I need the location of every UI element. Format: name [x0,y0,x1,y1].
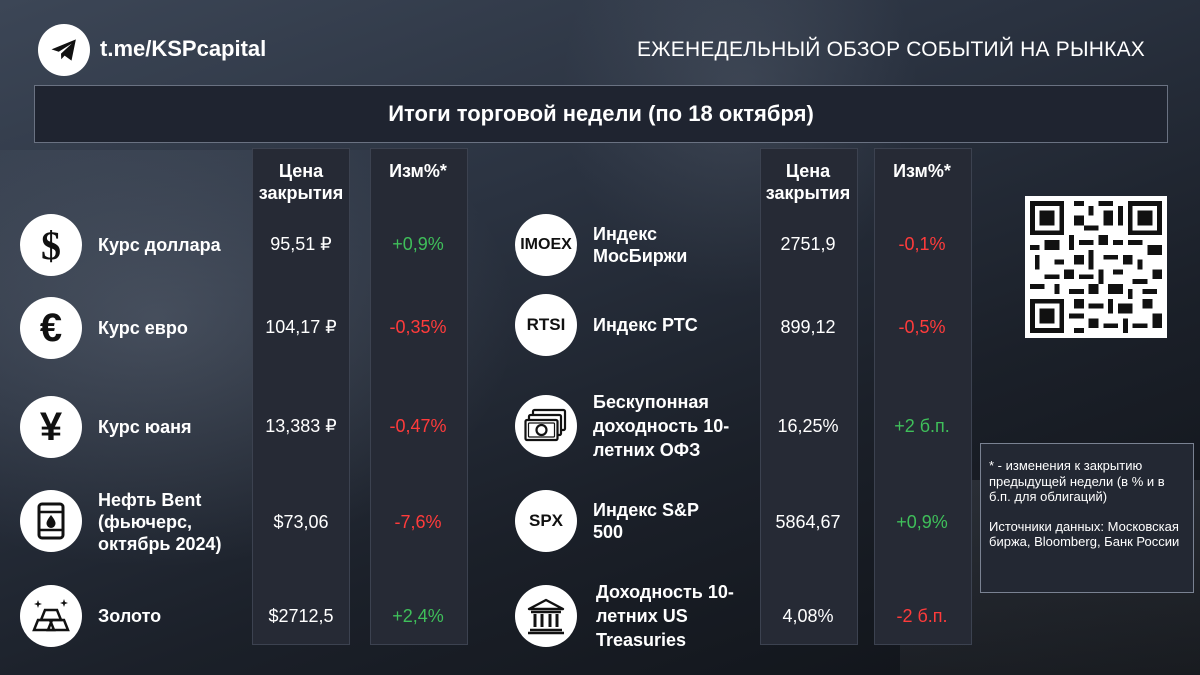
telegram-icon[interactable] [38,24,90,76]
right-change-header: Изм%* [893,161,951,181]
price-gold: $2712,5 [268,606,334,626]
page-title: ЕЖЕНЕДЕЛЬНЫЙ ОБЗОР СОБЫТИЙ НА РЫНКАХ [636,38,1145,61]
price-ofz: 16,25% [777,416,839,436]
spx-icon: SPX [515,490,577,552]
price-ust: 4,08% [782,606,834,626]
rtsi-icon-text: RTSI [526,315,566,334]
yuan-icon: ¥ [20,396,82,458]
row-label-rtsi: Индекс РТС [593,315,698,335]
row-label-imoex: Индекс МосБиржи [593,224,688,266]
change-eur: -0,35% [389,317,447,337]
row-label-brent: Нефть Bent (фьючерс, октябрь 2024) [98,490,222,554]
banner-title: Итоги торговой недели (по 18 октября) [388,101,814,126]
channel-link[interactable]: t.me/KSPcapital [100,36,267,61]
change-gold: +2,4% [392,606,444,626]
oil-barrel-icon [20,490,82,552]
rtsi-icon: RTSI [515,294,577,356]
price-usd: 95,51 ₽ [270,234,332,254]
imoex-icon-text: IMOEX [520,236,572,253]
row-label-usd: Курс доллара [98,235,221,255]
spx-icon-text: SPX [528,511,564,530]
gold-bars-icon [20,585,82,647]
change-ust: -2 б.п. [896,606,948,626]
left-price-header: Цена закрытия [258,161,344,203]
bank-building-icon [515,585,577,647]
footnote-text: * - изменения к закрытию предыдущей неде… [989,458,1165,504]
change-imoex: -0,1% [898,234,946,254]
row-label-cny: Курс юаня [98,417,192,437]
footnote-box: * - изменения к закрытию предыдущей неде… [980,443,1194,593]
imoex-icon: IMOEX [515,214,577,276]
price-spx: 5864,67 [775,512,841,532]
right-price-header: Цена закрытия [765,161,851,203]
left-price-column [252,148,350,645]
change-spx: +0,9% [896,512,948,532]
qr-code[interactable] [1025,196,1167,338]
euro-icon: € [20,297,82,359]
row-label-gold: Золото [98,606,162,626]
price-imoex: 2751,9 [780,234,836,254]
row-label-eur: Курс евро [98,318,188,338]
left-change-column [370,148,468,645]
sources-text: Источники данных: Московская биржа, Bloo… [989,518,1180,550]
banknotes-icon [515,395,577,457]
row-label-ofz: Бескупонная доходность 10-летних ОФЗ [593,392,730,460]
right-change-column [874,148,972,645]
price-rtsi: 899,12 [780,317,836,337]
right-price-column [760,148,858,645]
row-label-ust: Доходность 10-летних US Treasuries [596,582,734,650]
change-ofz: +2 б.п. [894,416,950,436]
change-brent: -7,6% [394,512,442,532]
dollar-icon: $ [20,214,82,276]
price-brent: $73,06 [273,512,329,532]
row-label-spx: Индекс S&P 500 [593,500,699,542]
price-eur: 104,17 ₽ [265,317,337,337]
week-summary-banner: Итоги торговой недели (по 18 октября) [34,85,1168,143]
change-cny: -0,47% [389,416,447,436]
left-change-header: Изм%* [389,161,447,181]
change-usd: +0,9% [392,234,444,254]
change-rtsi: -0,5% [898,317,946,337]
price-cny: 13,383 ₽ [265,416,337,436]
